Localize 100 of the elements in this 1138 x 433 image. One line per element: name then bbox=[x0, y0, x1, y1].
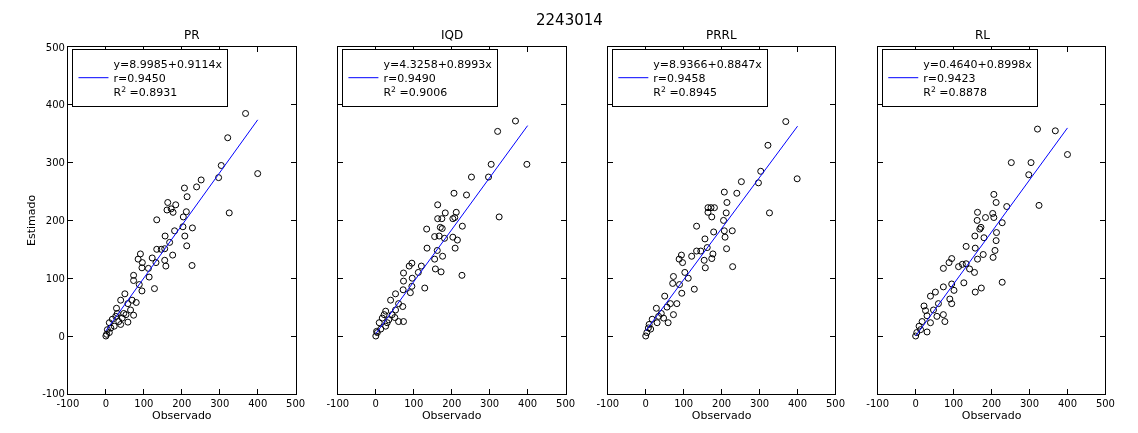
x-tick-label: 300 bbox=[1019, 397, 1040, 409]
point bbox=[723, 245, 731, 253]
point bbox=[677, 251, 685, 259]
chart-title: PR bbox=[184, 28, 200, 42]
point bbox=[757, 167, 765, 175]
point bbox=[764, 141, 772, 149]
legend-label: y=8.9985+0.9114x r=0.9450 R$^{2}$ =0.8931 bbox=[113, 57, 223, 100]
point bbox=[655, 312, 663, 320]
x-tick-label: 200 bbox=[712, 397, 732, 409]
point bbox=[657, 309, 665, 317]
y-tick-label: 400 bbox=[45, 99, 65, 111]
point bbox=[690, 285, 698, 293]
y-tick-label: 500 bbox=[45, 41, 65, 53]
point bbox=[710, 228, 718, 236]
x-tick-label: 400 bbox=[788, 397, 808, 409]
x-tick-label: 400 bbox=[1057, 397, 1078, 409]
point bbox=[693, 222, 701, 230]
x-tick-label: 300 bbox=[750, 397, 770, 409]
y-tick-label: 0 bbox=[58, 330, 65, 342]
point bbox=[642, 332, 650, 340]
y-tick-label: 100 bbox=[45, 272, 65, 284]
point bbox=[679, 259, 687, 267]
point bbox=[708, 213, 716, 221]
point bbox=[720, 227, 728, 235]
x-tick-label: -100 bbox=[596, 397, 620, 409]
point bbox=[697, 247, 705, 255]
x-tick-label: -100 bbox=[326, 397, 350, 409]
point bbox=[673, 300, 681, 308]
point bbox=[681, 268, 689, 276]
x-tick-label: 100 bbox=[944, 397, 964, 409]
point bbox=[765, 209, 773, 217]
point bbox=[720, 216, 728, 224]
point bbox=[653, 319, 661, 327]
point bbox=[700, 256, 708, 264]
x-axis-title: Observado bbox=[151, 408, 212, 422]
x-tick-label: 500 bbox=[286, 397, 306, 409]
point bbox=[701, 235, 709, 243]
y-axis-title: Estimado bbox=[24, 194, 38, 247]
point bbox=[693, 247, 701, 255]
point bbox=[709, 250, 717, 258]
point bbox=[644, 324, 652, 332]
point bbox=[669, 279, 677, 287]
chart-title: PRRL bbox=[706, 28, 737, 42]
point bbox=[723, 198, 731, 206]
point bbox=[664, 319, 672, 327]
x-tick-label: 200 bbox=[982, 397, 1002, 409]
point bbox=[737, 178, 745, 186]
x-tick-label: 200 bbox=[442, 397, 462, 409]
chart-title: RL bbox=[975, 28, 991, 42]
point bbox=[678, 289, 686, 297]
x-tick-label: 300 bbox=[210, 397, 230, 409]
point bbox=[676, 281, 684, 289]
point bbox=[754, 179, 762, 187]
point bbox=[645, 320, 653, 328]
point bbox=[729, 263, 737, 271]
x-tick-label: 100 bbox=[134, 397, 154, 409]
point bbox=[782, 118, 790, 126]
point bbox=[669, 311, 677, 319]
point bbox=[704, 208, 712, 216]
legend-label: y=4.3258+0.8993x r=0.9490 R$^{2}$ =0.9006 bbox=[383, 57, 493, 100]
x-tick-label: 500 bbox=[825, 397, 846, 409]
point bbox=[661, 292, 669, 300]
point bbox=[666, 300, 674, 308]
point bbox=[669, 272, 677, 280]
point bbox=[793, 175, 801, 183]
point bbox=[688, 252, 696, 260]
point bbox=[647, 325, 655, 333]
x-tick-label: 300 bbox=[480, 397, 500, 409]
point bbox=[720, 188, 728, 196]
legend-label: y=0.4640+0.8998x r=0.9423 R$^{2}$ =0.8878 bbox=[923, 57, 1033, 100]
point bbox=[701, 264, 709, 272]
point bbox=[643, 329, 651, 337]
x-tick-label: 100 bbox=[674, 397, 694, 409]
x-axis-title: Observado bbox=[421, 408, 482, 422]
x-tick-label: 400 bbox=[518, 397, 538, 409]
point bbox=[703, 244, 711, 252]
x-tick-label: 0 bbox=[372, 397, 379, 409]
point bbox=[663, 303, 671, 311]
point bbox=[648, 315, 656, 323]
point bbox=[652, 304, 660, 312]
point bbox=[722, 209, 730, 217]
chart-title: IQD bbox=[441, 28, 464, 42]
y-tick-label: 200 bbox=[45, 214, 65, 226]
x-tick-label: 0 bbox=[102, 397, 110, 409]
y-tick-label: 300 bbox=[45, 157, 65, 169]
point bbox=[721, 233, 729, 241]
x-tick-label: 0 bbox=[642, 397, 649, 409]
x-axis-title: Observado bbox=[961, 408, 1022, 422]
point bbox=[704, 204, 712, 212]
x-tick-label: -100 bbox=[56, 397, 80, 409]
x-tick-label: 100 bbox=[404, 397, 424, 409]
x-tick-label: 400 bbox=[248, 397, 268, 409]
x-tick-label: 200 bbox=[172, 397, 192, 409]
y-tick-label: -100 bbox=[42, 388, 65, 400]
point bbox=[710, 204, 718, 212]
point bbox=[707, 204, 715, 212]
point bbox=[708, 255, 716, 263]
point bbox=[675, 255, 683, 263]
legend-label: y=8.9366+0.8847x r=0.9458 R$^{2}$ =0.8945 bbox=[653, 57, 763, 100]
x-tick-label: -100 bbox=[866, 397, 890, 409]
